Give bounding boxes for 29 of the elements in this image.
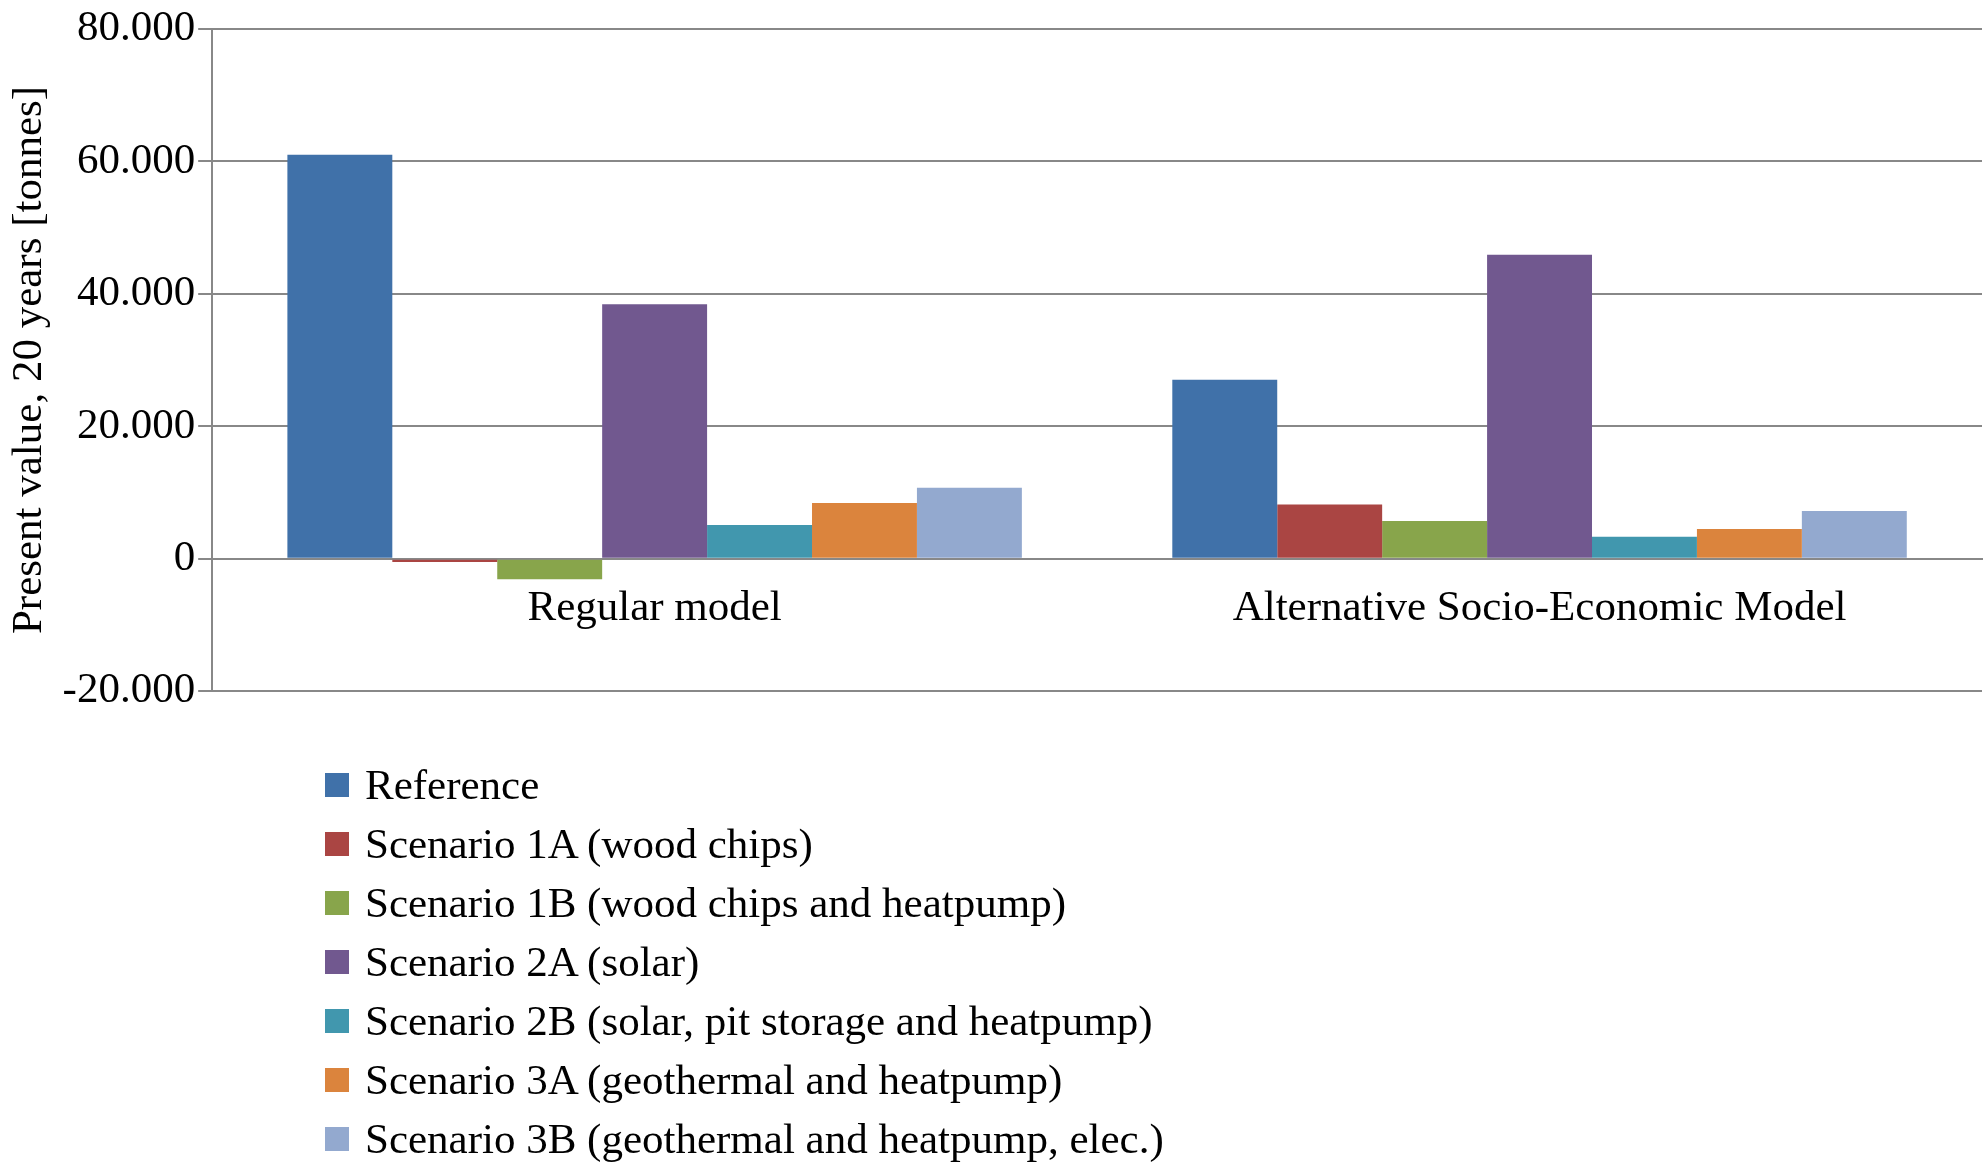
y-tick-label: 80.000 — [76, 2, 196, 50]
legend-label: Scenario 3B (geothermal and heatpump, elec.) — [365, 1114, 1164, 1163]
legend-label: Scenario 2B (solar, pit storage and heatpump) — [365, 996, 1153, 1045]
bar — [812, 503, 917, 558]
y-axis-title: Present value, 20 years [tonnes] — [3, 85, 51, 635]
bar — [287, 154, 393, 558]
bar — [497, 559, 603, 580]
bar — [602, 304, 708, 558]
bar — [1382, 520, 1488, 558]
bar — [1487, 254, 1593, 558]
x-tick-label: Regular model — [527, 581, 782, 629]
legend-label: Scenario 2A (solar) — [365, 937, 700, 986]
legend-label: Scenario 1A (wood chips) — [365, 819, 813, 868]
bar — [1801, 511, 1907, 558]
y-tick-label: 40.000 — [76, 267, 196, 315]
legend-label: Reference — [365, 760, 540, 809]
bar — [1172, 379, 1278, 558]
legend-label: Scenario 1B (wood chips and heatpump) — [365, 878, 1066, 927]
x-tick-label: Alternative Socio-Economic Model — [1232, 581, 1847, 629]
bar — [707, 524, 813, 558]
legend-label: Scenario 3A (geothermal and heatpump) — [365, 1055, 1063, 1104]
bar — [916, 487, 1022, 558]
bar — [1696, 528, 1802, 558]
y-tick-label: 20.000 — [76, 399, 196, 447]
bar — [1592, 536, 1697, 558]
y-tick-label: 60.000 — [76, 134, 196, 182]
y-tick-label: 0 — [173, 532, 196, 580]
y-tick-label: -20.000 — [62, 664, 196, 712]
bar — [1277, 504, 1383, 558]
